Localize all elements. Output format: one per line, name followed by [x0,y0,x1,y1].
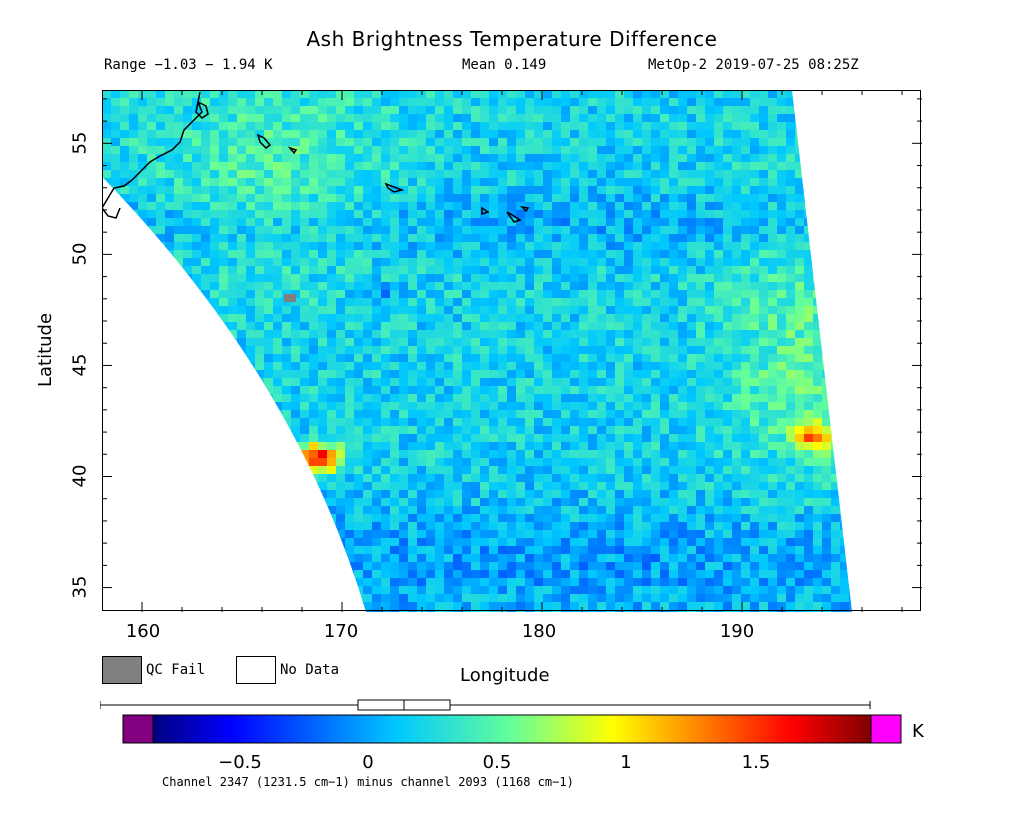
swath-heatmap [102,90,852,612]
colorbar-tick-0: 0 [362,752,374,773]
y-tick-55: 55 [69,131,91,155]
mean-label: Mean 0.149 [462,57,547,73]
qc-fail-label: QC Fail [146,662,206,678]
coastline [102,91,530,223]
colorbar-tick-neg0.5: −0.5 [218,752,262,773]
x-tick-190: 190 [719,621,755,642]
x-tick-160: 160 [125,621,161,642]
y-axis-label: Latitude [35,312,56,388]
chart-title: Ash Brightness Temperature Difference [306,27,718,51]
colorbar-tick-0.5: 0.5 [482,752,512,773]
y-tick-50: 50 [69,242,91,266]
y-tick-35: 35 [69,575,91,599]
map-plot [102,90,922,612]
channel-footnote: Channel 2347 (1231.5 cm−1) minus channel… [162,775,574,789]
colorbar-tick-1: 1 [620,752,632,773]
x-axis-label: Longitude [460,665,550,686]
satellite-time-label: MetOp-2 2019-07-25 08:25Z [648,57,859,73]
distribution-boxplot [100,699,871,711]
range-label: Range −1.03 − 1.94 K [104,57,273,73]
y-tick-40: 40 [69,464,91,488]
qc-fail-swatch [102,656,142,684]
no-data-label: No Data [280,662,340,678]
x-tick-180: 180 [521,621,557,642]
qc-fail-pixel [284,294,296,302]
colorbar-tick-1.5: 1.5 [741,752,771,773]
colorbar-under-swatch [122,714,154,744]
colorbar-over-swatch [870,714,902,744]
colorbar-units: K [912,721,924,742]
colorbar [122,714,902,744]
x-tick-170: 170 [323,621,359,642]
no-data-swatch [236,656,276,684]
y-tick-45: 45 [69,353,91,377]
colorbar-gradient [152,714,872,744]
